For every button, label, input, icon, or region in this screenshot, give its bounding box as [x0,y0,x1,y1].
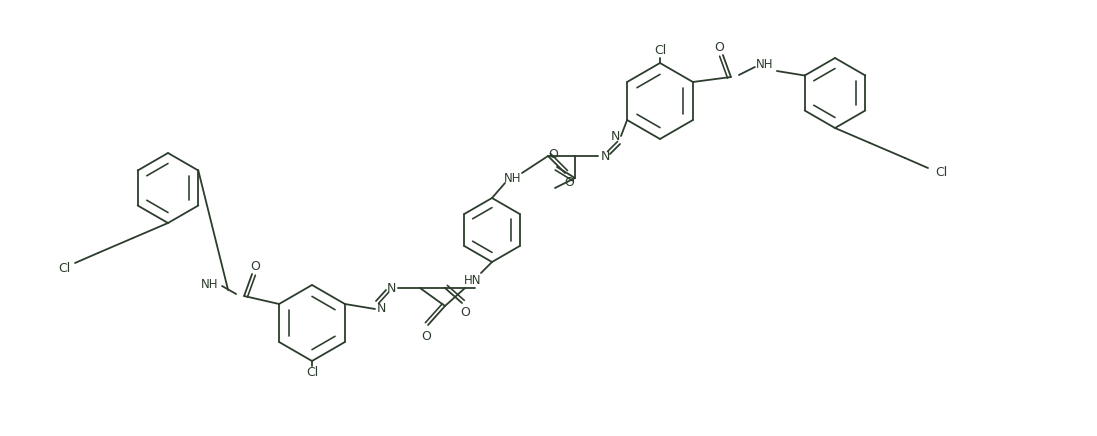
Text: O: O [548,149,558,161]
Text: HN: HN [464,275,482,287]
Text: N: N [610,129,620,143]
Text: O: O [421,330,431,343]
Text: Cl: Cl [935,167,947,180]
Text: N: N [376,303,386,316]
Text: O: O [714,41,724,54]
Text: NH: NH [202,277,218,290]
Text: Cl: Cl [58,262,70,275]
Text: NH: NH [756,58,773,72]
Text: O: O [460,307,470,320]
Text: Cl: Cl [306,365,318,378]
Text: O: O [250,260,260,273]
Text: N: N [386,282,396,294]
Text: O: O [564,177,574,190]
Text: Cl: Cl [654,44,666,58]
Text: N: N [600,150,610,163]
Text: NH: NH [505,171,522,184]
